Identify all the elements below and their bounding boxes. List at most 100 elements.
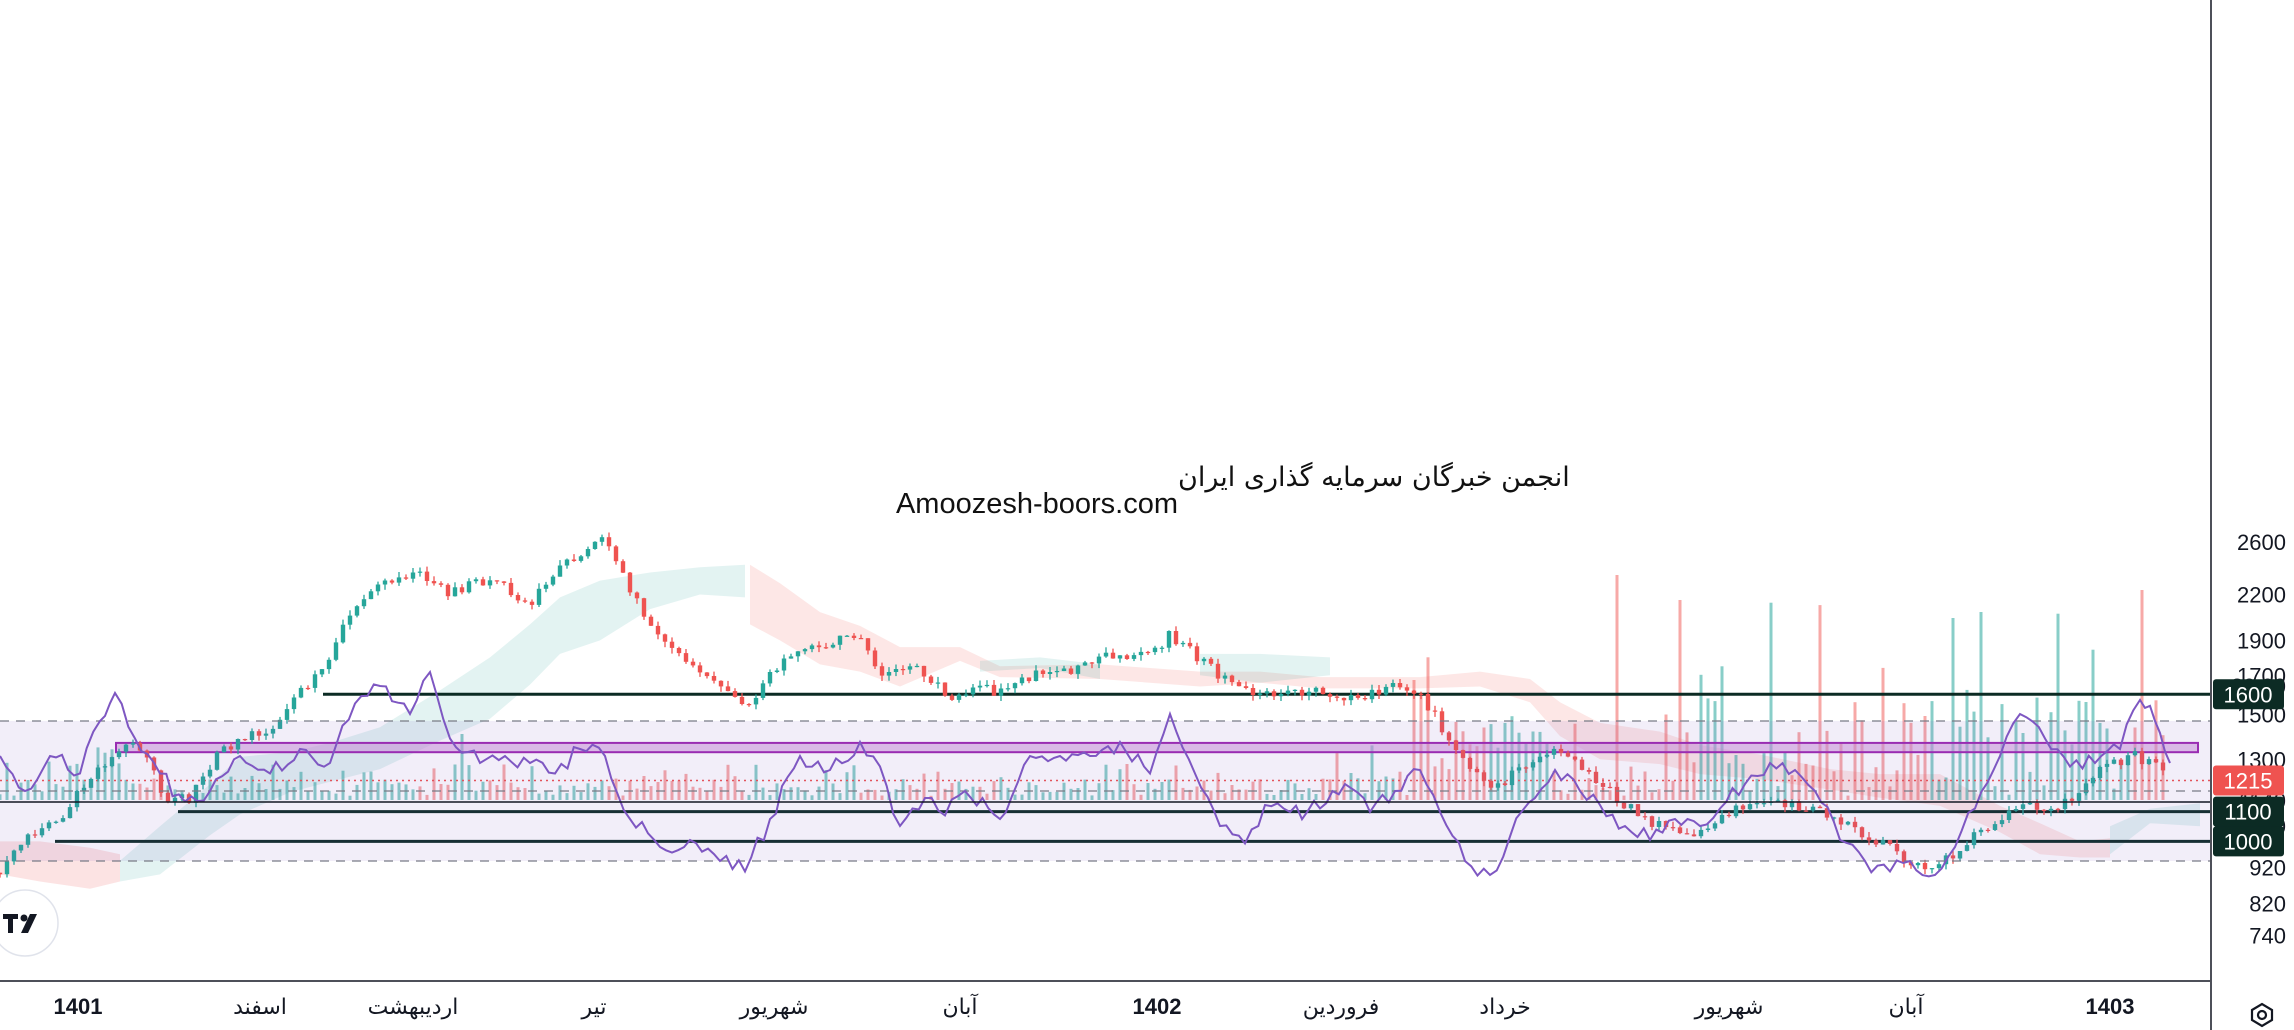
candle bbox=[1390, 679, 1396, 693]
candle bbox=[221, 744, 227, 753]
candle bbox=[1530, 759, 1536, 771]
candle bbox=[1327, 692, 1333, 703]
volume-bar bbox=[1615, 575, 1619, 800]
candle bbox=[991, 680, 997, 696]
volume-bar bbox=[684, 773, 688, 800]
volume-bar bbox=[1209, 790, 1213, 800]
candle bbox=[1593, 766, 1599, 784]
candle bbox=[39, 823, 45, 838]
candle bbox=[1215, 658, 1221, 683]
volume-bar bbox=[131, 783, 135, 800]
volume-bar bbox=[621, 795, 625, 800]
candle bbox=[522, 597, 528, 604]
candle bbox=[529, 599, 535, 610]
volume-bar bbox=[411, 789, 415, 800]
candle bbox=[347, 610, 353, 630]
candle bbox=[767, 669, 773, 687]
candle bbox=[18, 844, 24, 853]
volume-bar bbox=[2042, 785, 2046, 800]
candle bbox=[1859, 826, 1865, 841]
candle bbox=[1187, 637, 1193, 649]
volume-bar bbox=[229, 776, 233, 800]
svg-text:1600: 1600 bbox=[2224, 682, 2273, 707]
candle bbox=[998, 683, 1004, 701]
volume-bar bbox=[1993, 786, 1997, 800]
svg-text:1215: 1215 bbox=[2224, 769, 2273, 794]
candle bbox=[571, 554, 577, 562]
candle bbox=[921, 665, 927, 682]
volume-bar bbox=[1608, 790, 1612, 800]
candle bbox=[67, 803, 73, 819]
watermark-site: Amoozesh-boors.com bbox=[896, 488, 1178, 520]
candle bbox=[1803, 806, 1809, 812]
volume-bar bbox=[1909, 722, 1913, 800]
candle bbox=[851, 633, 857, 641]
price-tick-label: 2200 bbox=[2237, 583, 2286, 608]
volume-bar bbox=[341, 770, 345, 800]
candle bbox=[1887, 840, 1893, 846]
volume-bar bbox=[768, 795, 772, 800]
volume-bar bbox=[1041, 792, 1045, 800]
volume-bar bbox=[124, 779, 128, 800]
candle bbox=[32, 829, 38, 838]
candle bbox=[1740, 804, 1746, 814]
volume-bar bbox=[957, 781, 961, 800]
candle bbox=[1733, 803, 1739, 819]
candle bbox=[354, 605, 360, 618]
volume-bar bbox=[1510, 716, 1514, 800]
candle bbox=[1411, 689, 1417, 699]
candle bbox=[1481, 770, 1487, 787]
volume-bar bbox=[1230, 785, 1234, 800]
candle bbox=[2062, 793, 2068, 814]
candle bbox=[4, 856, 10, 878]
volume-bar bbox=[817, 786, 821, 800]
volume-bar bbox=[2119, 760, 2123, 800]
volume-bar bbox=[1678, 600, 1682, 800]
volume-bar bbox=[1034, 785, 1038, 800]
candle bbox=[95, 764, 101, 782]
volume-bar bbox=[1888, 786, 1892, 800]
volume-bar bbox=[355, 784, 359, 800]
candle bbox=[2006, 806, 2012, 823]
volume-bar bbox=[2063, 730, 2067, 800]
candle bbox=[1096, 653, 1102, 669]
volume-bar bbox=[1776, 786, 1780, 800]
tradingview-logo-icon[interactable] bbox=[0, 889, 59, 957]
volume-bar bbox=[1860, 720, 1864, 800]
volume-bar bbox=[1384, 776, 1388, 800]
volume-bar bbox=[348, 795, 352, 800]
candle bbox=[1992, 821, 1998, 831]
candle bbox=[1586, 767, 1592, 775]
candle bbox=[669, 637, 675, 654]
candle bbox=[200, 772, 206, 790]
candle bbox=[1208, 657, 1214, 666]
volume-bar bbox=[1825, 730, 1829, 800]
candle bbox=[1026, 677, 1032, 684]
candle bbox=[655, 621, 661, 640]
volume-bar bbox=[866, 789, 870, 800]
volume-bar bbox=[1972, 711, 1976, 800]
candle bbox=[291, 694, 297, 714]
volume-bar bbox=[285, 780, 289, 800]
candle bbox=[1495, 780, 1501, 791]
candle bbox=[109, 756, 115, 768]
volume-bar bbox=[943, 788, 947, 800]
candle bbox=[25, 833, 31, 848]
candle bbox=[1950, 851, 1956, 864]
volume-bar bbox=[824, 770, 828, 800]
candle bbox=[1544, 750, 1550, 759]
volume-bar bbox=[1440, 758, 1444, 800]
settings-icon[interactable] bbox=[2250, 1002, 2274, 1028]
candle bbox=[1845, 821, 1851, 826]
candle bbox=[1621, 801, 1627, 810]
volume-bar bbox=[635, 788, 639, 800]
candle bbox=[662, 633, 668, 648]
candle bbox=[739, 693, 745, 706]
volume-bar bbox=[1181, 787, 1185, 800]
volume-bar bbox=[2112, 788, 2116, 800]
candle bbox=[417, 567, 423, 577]
volume-bar bbox=[145, 787, 149, 800]
volume-bar bbox=[12, 795, 16, 800]
